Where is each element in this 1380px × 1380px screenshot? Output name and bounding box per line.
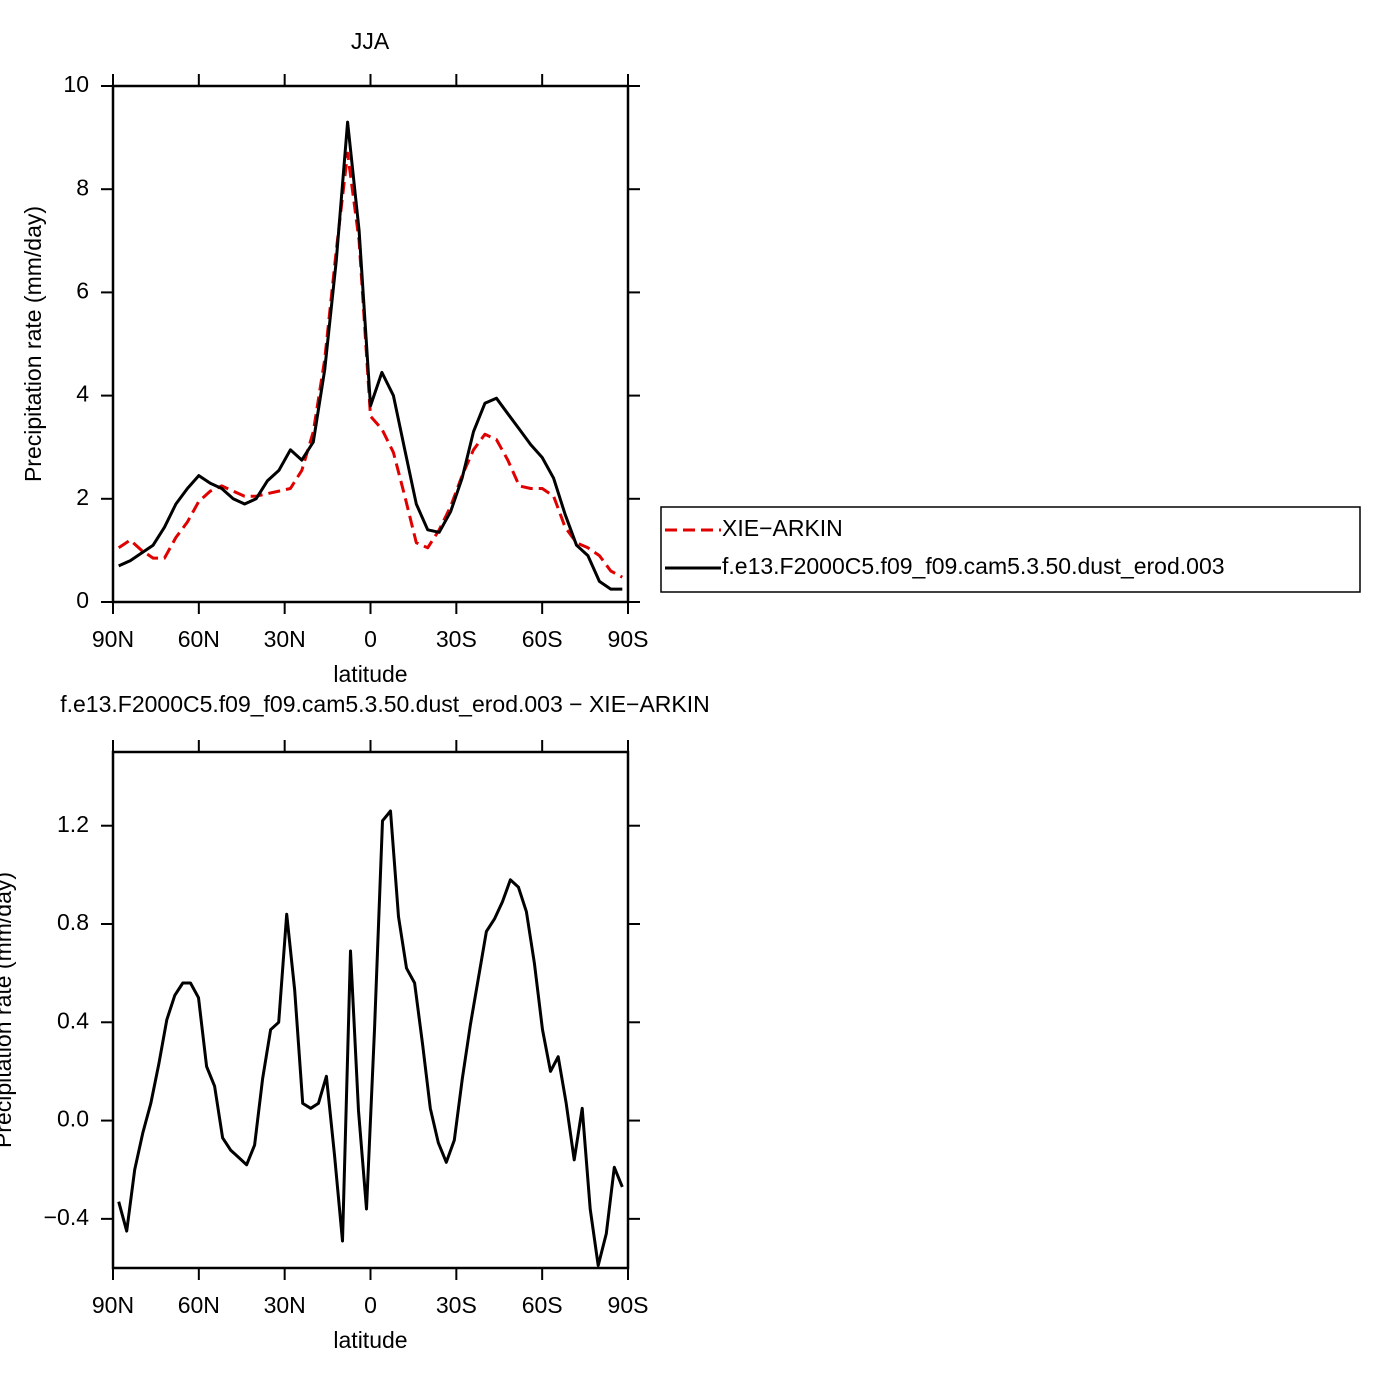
x-tick-label: 90S: [608, 626, 649, 652]
chart-title: JJA: [351, 28, 390, 54]
x-tick-label: 30N: [264, 626, 306, 652]
x-tick-label: 30N: [264, 1292, 306, 1318]
data-line: [117, 151, 624, 579]
x-tick-label: 0: [364, 1292, 377, 1318]
x-axis-title: latitude: [333, 1327, 407, 1353]
y-tick-label: 1.2: [57, 811, 89, 837]
x-tick-label: 90N: [92, 1292, 134, 1318]
data-line: [118, 120, 623, 591]
legend-label: XIE−ARKIN: [722, 515, 843, 541]
y-tick-label: 10: [63, 71, 89, 97]
legend-label: f.e13.F2000C5.f09_f09.cam5.3.50.dust_ero…: [722, 553, 1225, 579]
x-tick-label: 0: [364, 626, 377, 652]
y-tick-label: 0: [76, 587, 89, 613]
x-tick-label: 60N: [178, 626, 220, 652]
x-tick-label: 90N: [92, 626, 134, 652]
legend-box: [660, 506, 1361, 593]
x-tick-label: 30S: [436, 1292, 477, 1318]
chart-title: f.e13.F2000C5.f09_f09.cam5.3.50.dust_ero…: [60, 691, 710, 717]
y-tick-label: 4: [76, 381, 89, 407]
y-tick-label: 0.0: [57, 1106, 89, 1132]
y-axis-title: Precipitation rate (mm/day): [0, 872, 16, 1148]
x-tick-label: 60N: [178, 1292, 220, 1318]
plot-frame: [111, 84, 630, 604]
x-tick-label: 60S: [522, 626, 563, 652]
y-axis-title: Precipitation rate (mm/day): [20, 206, 46, 482]
y-tick-label: 0.4: [57, 1007, 89, 1033]
data-line: [117, 809, 624, 1267]
y-tick-label: 8: [76, 174, 89, 200]
x-tick-label: 60S: [522, 1292, 563, 1318]
y-tick-label: −0.4: [44, 1204, 90, 1230]
y-tick-label: 2: [76, 484, 89, 510]
y-tick-label: 0.8: [57, 909, 89, 935]
x-axis-title: latitude: [333, 661, 407, 687]
plot-frame: [111, 750, 630, 1270]
x-tick-label: 90S: [608, 1292, 649, 1318]
y-tick-label: 6: [76, 277, 89, 303]
x-tick-label: 30S: [436, 626, 477, 652]
